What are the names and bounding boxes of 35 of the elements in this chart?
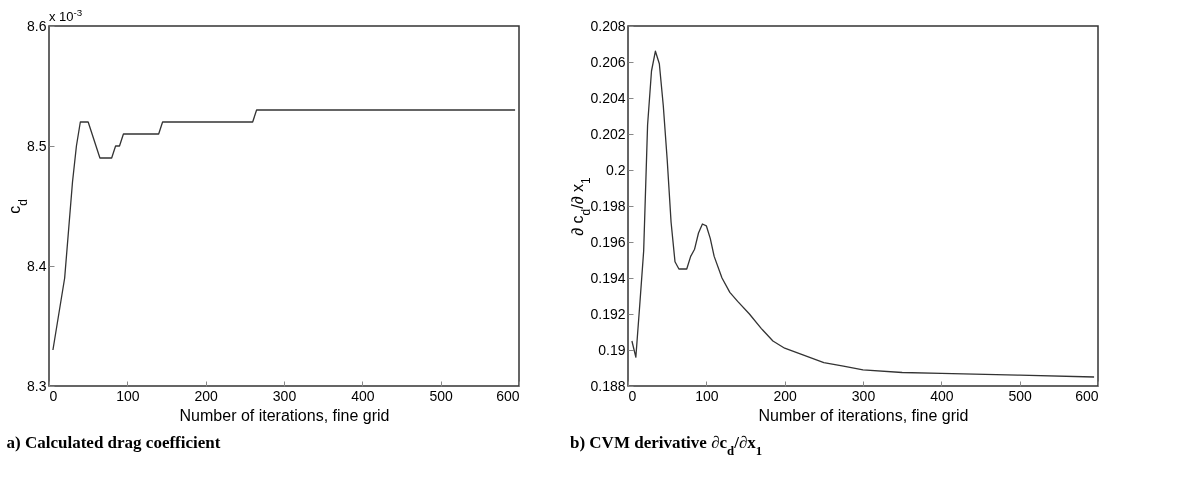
x-tick-label: 500 bbox=[1008, 387, 1033, 404]
x-axis-title: Number of iterations, fine grid bbox=[758, 406, 969, 424]
x-axis-title: Number of iterations, fine grid bbox=[179, 406, 390, 424]
line-series bbox=[631, 50, 1095, 378]
y-tick-label: 0.206 bbox=[590, 53, 626, 70]
y-tick-label: 0.204 bbox=[590, 89, 626, 106]
text: b) CVM derivative ∂c$_{d}$/∂x$_{1}$ bbox=[569, 433, 763, 458]
x-tick-label: 0 bbox=[49, 387, 58, 404]
y-tick-label: 8.6 bbox=[27, 17, 47, 34]
x-tick-label: 100 bbox=[695, 387, 719, 404]
y-tick-label: 0.192 bbox=[590, 305, 626, 322]
y-tick-label: 8.5 bbox=[27, 137, 47, 154]
x-tick-label: 400 bbox=[351, 387, 375, 404]
y-tick-label: 8.4 bbox=[27, 257, 47, 274]
y-tick-label: 0.196 bbox=[590, 233, 626, 250]
x-tick-label: 300 bbox=[851, 387, 876, 404]
y-tick-label: 8.3 bbox=[27, 377, 47, 394]
x-tick-label: 200 bbox=[194, 387, 219, 404]
y-tick-label: 0.202 bbox=[590, 125, 626, 142]
x-tick-label: 100 bbox=[116, 387, 140, 404]
y-tick-label: 0.188 bbox=[590, 377, 626, 394]
y-tick-label: 0.208 bbox=[590, 17, 626, 34]
y-tick-label: 0.19 bbox=[598, 341, 626, 358]
x-tick-label: 300 bbox=[272, 387, 297, 404]
y-tick-label: 0.2 bbox=[606, 161, 626, 178]
line-series bbox=[52, 109, 516, 351]
x-tick-label: 200 bbox=[773, 387, 798, 404]
text: x 10$^{-3}$ bbox=[49, 6, 83, 24]
y-tick-label: 0.194 bbox=[590, 269, 626, 286]
x-tick-label: 600 bbox=[496, 387, 520, 404]
x-tick-label: 0 bbox=[628, 387, 637, 404]
x-tick-label: 500 bbox=[429, 387, 454, 404]
x-tick-label: 600 bbox=[1075, 387, 1099, 404]
x-tick-label: 400 bbox=[930, 387, 954, 404]
text: a) Calculated drag coefficient bbox=[6, 433, 221, 452]
